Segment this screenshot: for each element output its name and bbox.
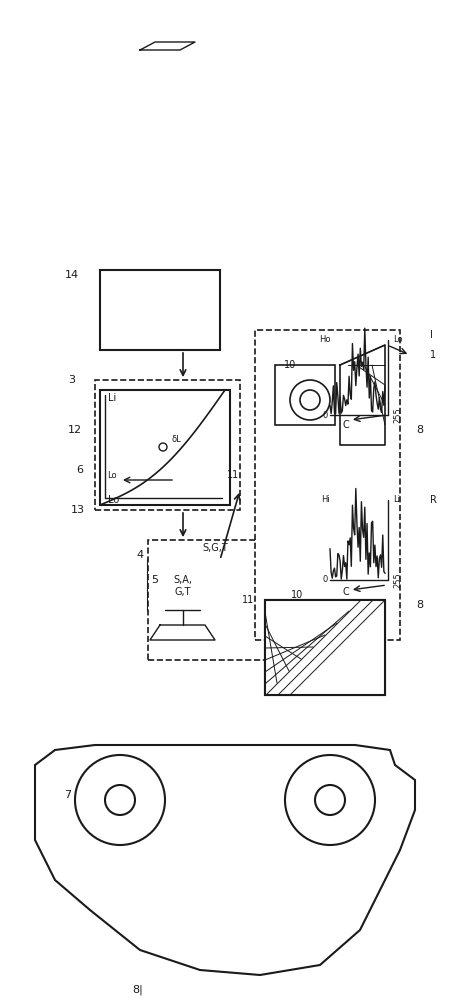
Text: 3: 3	[69, 375, 75, 385]
Text: Hi: Hi	[321, 495, 329, 504]
Text: G,T: G,T	[175, 587, 191, 597]
Text: 8: 8	[416, 425, 423, 435]
Text: 7: 7	[64, 790, 72, 800]
Text: 14: 14	[65, 270, 79, 280]
Text: δL: δL	[171, 436, 181, 444]
Text: R: R	[430, 495, 437, 505]
Bar	[95, 380, 240, 510]
Text: 11: 11	[242, 595, 254, 605]
Text: 0: 0	[322, 576, 327, 584]
Text: S,G,T: S,G,T	[202, 543, 228, 553]
Text: 1: 1	[430, 350, 436, 360]
Text: 5: 5	[152, 575, 158, 585]
Text: 8: 8	[416, 600, 423, 610]
Text: C: C	[343, 587, 350, 597]
Bar	[100, 390, 230, 505]
Text: 4: 4	[137, 550, 143, 560]
Text: 0: 0	[322, 410, 327, 420]
Text: Lo: Lo	[107, 472, 117, 481]
Text: 12: 12	[68, 425, 82, 435]
Bar	[148, 560, 218, 610]
Text: 6: 6	[77, 465, 83, 475]
Text: Li: Li	[108, 393, 116, 403]
Bar	[100, 270, 220, 350]
Text: C: C	[343, 420, 350, 430]
Text: 8|: 8|	[133, 985, 143, 995]
Text: 13: 13	[71, 505, 85, 515]
Text: 10: 10	[284, 360, 296, 370]
Bar	[275, 365, 335, 425]
Text: 11: 11	[227, 470, 239, 480]
Bar	[265, 600, 385, 695]
Bar	[148, 540, 283, 660]
Text: Ho: Ho	[319, 336, 331, 344]
Text: Lo: Lo	[108, 495, 119, 505]
Text: 255: 255	[393, 572, 402, 588]
Text: Li: Li	[393, 495, 400, 504]
Bar	[265, 340, 385, 445]
Bar	[265, 600, 385, 695]
Text: Lo: Lo	[393, 336, 403, 344]
Text: I: I	[430, 330, 433, 340]
Bar	[255, 330, 400, 640]
Text: S,A,: S,A,	[174, 575, 193, 585]
Text: 10: 10	[291, 590, 303, 600]
Text: 255: 255	[393, 407, 402, 423]
